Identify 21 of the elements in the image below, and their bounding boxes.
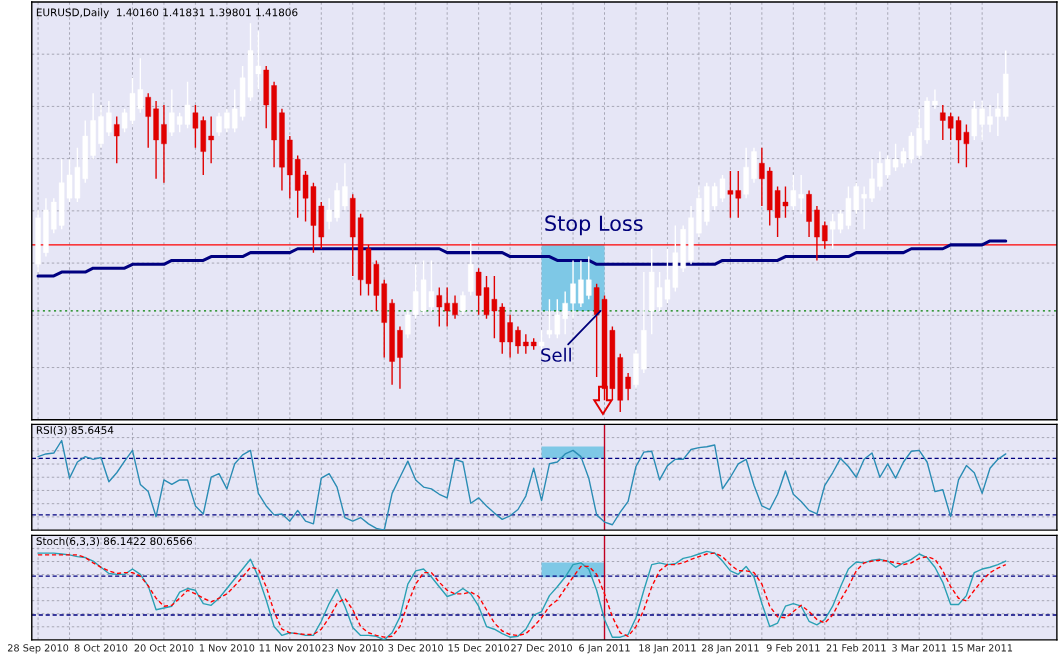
x-tick-label: 8 Oct 2010	[74, 644, 128, 652]
x-tick-label: 11 Nov 2010	[259, 644, 321, 652]
x-tick-label: 23 Nov 2010	[322, 644, 384, 652]
x-tick-label: 28 Jan 2011	[701, 644, 759, 654]
x-tick-label: 6 Jan 2011	[579, 644, 630, 654]
x-tick-label: 3 Mar 2011	[892, 644, 947, 652]
x-tick-label: 15 Mar 2011	[952, 644, 1013, 652]
x-tick-label: 3 Dec 2010	[388, 644, 444, 652]
x-tick-label: 18 Jan 2011	[639, 644, 696, 654]
x-tick-label: 20 Oct 2010	[134, 644, 194, 652]
x-tick-label: 9 Feb 2011	[766, 644, 820, 652]
x-tick-label: 28 Sep 2010	[7, 644, 69, 654]
annotation: Sell	[541, 347, 571, 362]
x-tick-label: 1 Nov 2010	[199, 644, 255, 652]
x-tick-label: 21 Feb 2011	[826, 644, 886, 652]
annotation: Stop Loss	[545, 215, 643, 236]
chart-title: EURUSD,Daily 1.40160 1.41831 1.39801 1.41806	[36, 8, 298, 19]
x-tick-label: 15 Dec 2010	[448, 644, 510, 652]
x-tick-label: 27 Dec 2010	[511, 644, 572, 652]
chart-title: Stoch(6,3,3) 86.1422 80.6566	[36, 536, 193, 547]
chart-title: RSI(3) 85.6454	[36, 425, 114, 436]
